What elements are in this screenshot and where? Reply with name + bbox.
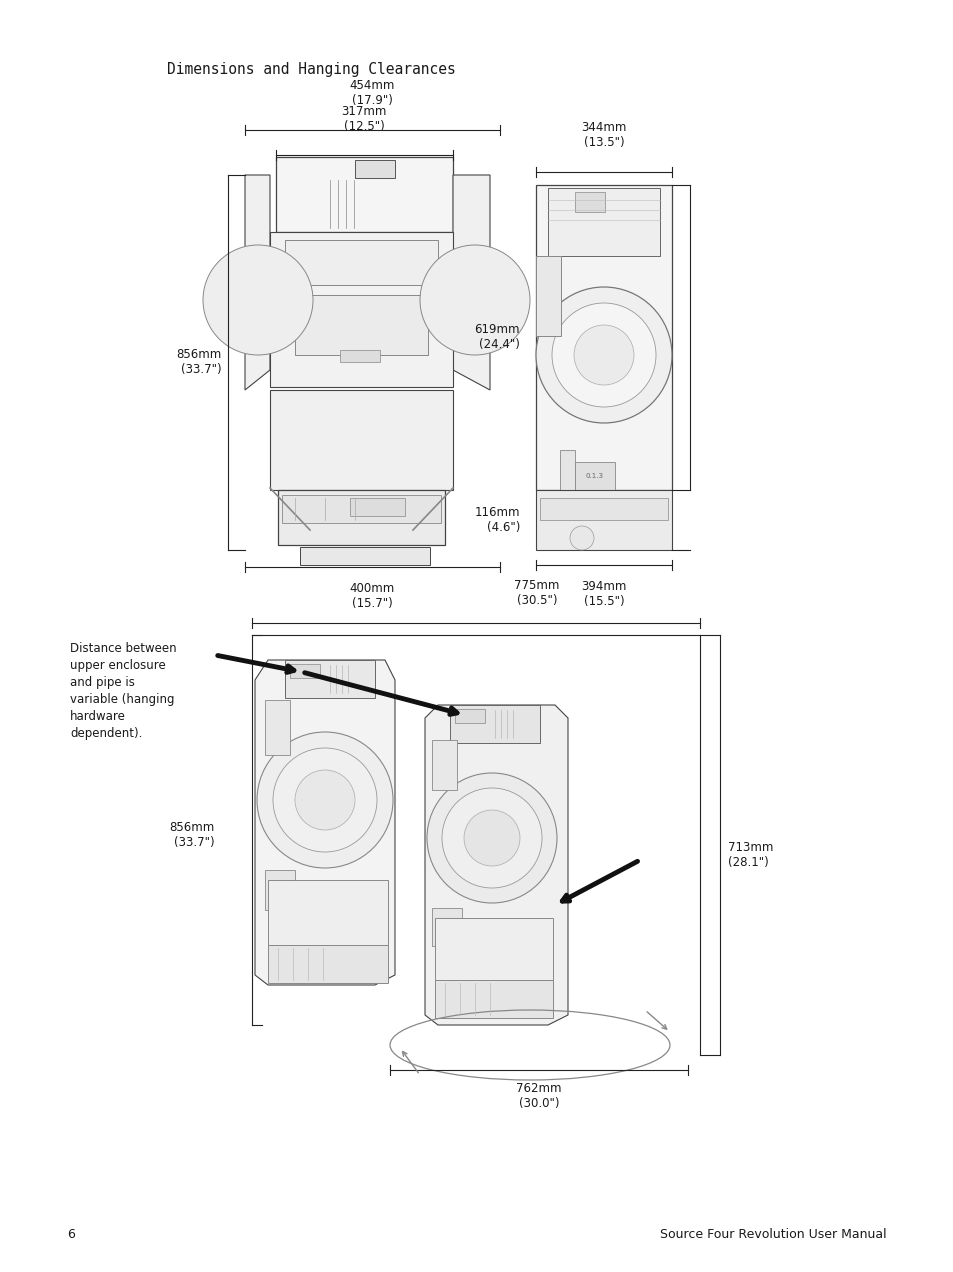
Bar — [450, 705, 539, 743]
Text: 6: 6 — [67, 1227, 74, 1241]
Bar — [536, 184, 671, 544]
Bar — [350, 499, 405, 516]
Text: Dimensions and Hanging Clearances: Dimensions and Hanging Clearances — [167, 62, 456, 78]
Text: 856mm
(33.7"): 856mm (33.7") — [176, 349, 222, 377]
Circle shape — [273, 748, 376, 852]
Circle shape — [203, 245, 313, 355]
Bar — [355, 160, 395, 178]
Text: 317mm
(12.5"): 317mm (12.5") — [341, 106, 386, 134]
Polygon shape — [254, 660, 395, 985]
Bar — [270, 391, 453, 490]
Polygon shape — [453, 176, 490, 391]
Text: 856mm
(33.7"): 856mm (33.7") — [170, 820, 214, 848]
Polygon shape — [424, 705, 567, 1025]
Circle shape — [427, 773, 557, 903]
Bar — [265, 870, 294, 909]
Text: 619mm
(24.4"): 619mm (24.4") — [474, 323, 519, 351]
Text: 400mm
(15.7"): 400mm (15.7") — [349, 583, 395, 611]
Text: Distance between
upper enclosure
and pipe is
variable (hanging
hardware
dependen: Distance between upper enclosure and pip… — [70, 642, 176, 740]
Bar — [275, 156, 453, 232]
Bar — [575, 192, 604, 212]
Bar — [536, 184, 671, 490]
Circle shape — [294, 770, 355, 831]
Bar — [536, 256, 560, 336]
Bar — [270, 232, 453, 387]
Bar — [268, 945, 388, 983]
Bar — [339, 350, 379, 363]
Bar — [290, 664, 319, 678]
Circle shape — [552, 303, 656, 407]
Bar — [559, 450, 575, 490]
Text: 0.1.3: 0.1.3 — [585, 473, 603, 480]
Text: 713mm
(28.1"): 713mm (28.1") — [727, 841, 773, 869]
Bar — [268, 880, 388, 945]
Bar — [294, 295, 428, 355]
Bar — [547, 188, 659, 256]
Bar — [455, 709, 484, 722]
Bar — [265, 700, 290, 756]
Circle shape — [574, 326, 634, 385]
Text: 116mm
(4.6"): 116mm (4.6") — [474, 506, 519, 534]
Circle shape — [536, 287, 671, 424]
Bar — [539, 499, 667, 520]
Bar — [435, 979, 553, 1018]
Circle shape — [569, 527, 594, 550]
Text: 394mm
(15.5"): 394mm (15.5") — [580, 580, 626, 608]
Circle shape — [256, 731, 393, 868]
Bar — [435, 918, 553, 979]
Polygon shape — [245, 176, 270, 391]
Text: 454mm
(17.9"): 454mm (17.9") — [349, 79, 395, 107]
Circle shape — [419, 245, 530, 355]
Bar — [432, 908, 461, 946]
Bar — [575, 462, 615, 490]
Bar — [285, 660, 375, 698]
Text: 344mm
(13.5"): 344mm (13.5") — [580, 121, 626, 149]
Bar — [285, 240, 437, 285]
Bar — [282, 495, 440, 523]
Circle shape — [463, 810, 519, 866]
Text: 762mm
(30.0"): 762mm (30.0") — [516, 1082, 561, 1110]
Bar — [432, 740, 456, 790]
Text: 775mm
(30.5"): 775mm (30.5") — [514, 579, 559, 607]
Bar — [299, 547, 430, 565]
Circle shape — [441, 787, 541, 888]
Text: Source Four Revolution User Manual: Source Four Revolution User Manual — [659, 1227, 886, 1241]
Bar — [277, 490, 444, 544]
Bar — [536, 490, 671, 550]
